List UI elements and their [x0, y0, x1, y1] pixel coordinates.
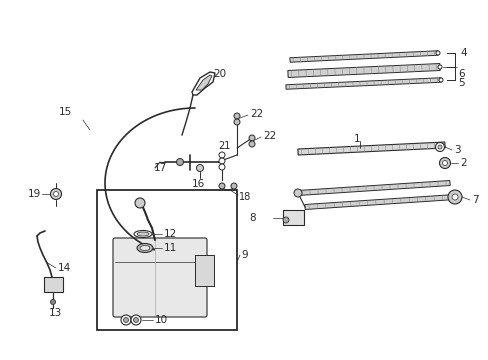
Circle shape	[283, 217, 288, 223]
Circle shape	[219, 158, 224, 164]
Circle shape	[230, 183, 237, 189]
Ellipse shape	[140, 246, 150, 251]
Circle shape	[439, 158, 449, 168]
Text: 20: 20	[213, 69, 225, 79]
Text: 22: 22	[249, 109, 263, 119]
Circle shape	[123, 318, 128, 323]
Polygon shape	[192, 72, 215, 95]
Text: 17: 17	[153, 163, 166, 173]
Polygon shape	[289, 51, 437, 62]
Circle shape	[451, 194, 457, 200]
Circle shape	[442, 161, 447, 166]
Circle shape	[219, 164, 224, 170]
Ellipse shape	[134, 230, 152, 238]
FancyBboxPatch shape	[194, 255, 213, 285]
FancyBboxPatch shape	[282, 210, 303, 225]
Circle shape	[248, 141, 254, 147]
Circle shape	[219, 152, 224, 158]
Text: 10: 10	[155, 315, 168, 325]
Polygon shape	[285, 78, 440, 89]
FancyBboxPatch shape	[43, 276, 62, 292]
Polygon shape	[304, 194, 454, 210]
Text: 1: 1	[353, 134, 360, 144]
Ellipse shape	[137, 243, 153, 252]
Text: 8: 8	[249, 213, 256, 223]
Text: 22: 22	[263, 131, 276, 141]
Circle shape	[50, 300, 55, 305]
Circle shape	[50, 189, 61, 199]
Circle shape	[293, 189, 302, 197]
Ellipse shape	[137, 232, 149, 236]
Polygon shape	[297, 180, 449, 195]
Text: 16: 16	[191, 179, 204, 189]
Text: 12: 12	[163, 229, 177, 239]
Text: 5: 5	[457, 78, 464, 88]
FancyBboxPatch shape	[113, 238, 206, 317]
Polygon shape	[297, 142, 444, 155]
Circle shape	[437, 145, 441, 149]
Polygon shape	[196, 75, 212, 90]
Text: 3: 3	[453, 145, 460, 155]
Circle shape	[133, 318, 138, 323]
Text: 19: 19	[28, 189, 41, 199]
Text: 21: 21	[217, 141, 230, 151]
Circle shape	[234, 113, 240, 119]
FancyBboxPatch shape	[97, 190, 237, 330]
Text: 9: 9	[241, 250, 247, 260]
Circle shape	[121, 315, 131, 325]
Circle shape	[219, 183, 224, 189]
Circle shape	[437, 65, 441, 69]
Polygon shape	[287, 63, 439, 77]
Text: 7: 7	[471, 195, 478, 205]
Text: 15: 15	[58, 107, 71, 117]
Text: 6: 6	[457, 69, 464, 79]
Text: 4: 4	[459, 48, 466, 58]
Text: 11: 11	[163, 243, 177, 253]
Text: 18: 18	[239, 192, 251, 202]
Circle shape	[53, 192, 59, 197]
Circle shape	[447, 190, 461, 204]
Text: 14: 14	[58, 263, 71, 273]
Circle shape	[435, 51, 439, 55]
Circle shape	[196, 165, 203, 171]
Circle shape	[135, 198, 145, 208]
Text: 2: 2	[459, 158, 466, 168]
Circle shape	[248, 135, 254, 141]
Circle shape	[435, 143, 444, 152]
Text: 13: 13	[48, 308, 61, 318]
Circle shape	[131, 315, 141, 325]
Circle shape	[176, 158, 183, 166]
Circle shape	[234, 119, 240, 125]
Circle shape	[438, 78, 442, 82]
